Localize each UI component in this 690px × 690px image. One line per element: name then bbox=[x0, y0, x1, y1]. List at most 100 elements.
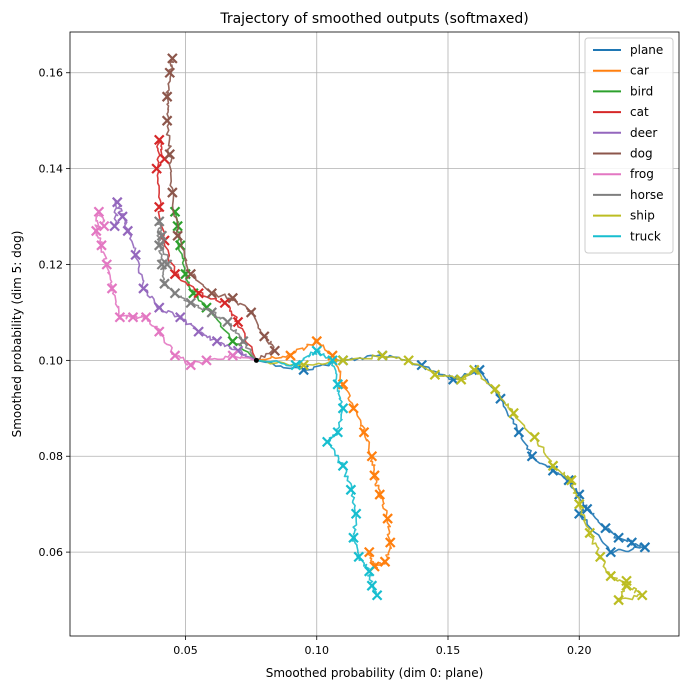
legend-label-dog: dog bbox=[630, 147, 653, 161]
point-marker-dog bbox=[245, 307, 257, 318]
series-frog bbox=[90, 206, 257, 371]
point-marker-dog bbox=[227, 292, 239, 304]
point-marker-truck bbox=[350, 508, 362, 520]
y-axis-ticks: 0.06 0.08 0.10 0.12 0.14 0.16 bbox=[39, 67, 70, 559]
x-tick-label: 0.10 bbox=[305, 644, 330, 657]
point-marker-ship bbox=[403, 355, 414, 366]
point-marker-frog bbox=[227, 350, 239, 361]
point-marker-frog bbox=[101, 259, 113, 270]
point-marker-plane bbox=[605, 546, 617, 558]
point-marker-frog bbox=[127, 311, 139, 323]
plot-area bbox=[70, 32, 679, 636]
point-marker-car bbox=[311, 335, 323, 347]
point-marker-horse bbox=[159, 278, 170, 289]
point-marker-horse bbox=[169, 287, 181, 299]
legend-label-ship: ship bbox=[630, 209, 655, 223]
point-marker-plane bbox=[626, 537, 638, 548]
point-marker-cat bbox=[193, 287, 204, 299]
point-marker-cat bbox=[169, 268, 181, 280]
series-deer bbox=[109, 196, 257, 362]
point-marker-car bbox=[363, 546, 375, 558]
y-tick-label: 0.16 bbox=[39, 67, 64, 80]
point-marker-ship bbox=[508, 407, 519, 419]
point-marker-plane bbox=[600, 522, 611, 534]
y-axis-label: Smoothed probability (dim 5: dog) bbox=[10, 231, 24, 438]
point-marker-plane bbox=[573, 489, 585, 500]
point-marker-ship bbox=[584, 527, 596, 539]
point-marker-ship bbox=[566, 474, 577, 486]
point-marker-horse bbox=[185, 297, 197, 309]
point-marker-dog bbox=[164, 67, 176, 79]
point-marker-car bbox=[374, 489, 386, 500]
point-marker-car bbox=[379, 556, 391, 567]
point-marker-ship bbox=[547, 460, 559, 472]
point-marker-cat bbox=[153, 201, 165, 213]
point-marker-ship bbox=[468, 364, 480, 376]
point-marker-dog bbox=[167, 187, 178, 198]
point-marker-frog bbox=[169, 350, 181, 361]
x-tick-label: 0.15 bbox=[436, 644, 461, 657]
legend-label-bird: bird bbox=[630, 84, 653, 98]
point-marker-ship bbox=[455, 374, 467, 385]
point-marker-truck bbox=[290, 359, 302, 371]
point-marker-frog bbox=[98, 220, 110, 232]
point-marker-dog bbox=[258, 331, 270, 342]
point-marker-frog bbox=[93, 206, 105, 218]
point-marker-car bbox=[382, 513, 393, 524]
point-marker-truck bbox=[353, 551, 365, 563]
x-tick-label: 0.20 bbox=[567, 644, 592, 657]
point-marker-frog bbox=[153, 326, 165, 337]
point-marker-plane bbox=[581, 503, 593, 515]
x-axis-ticks: 0.05 0.10 0.15 0.20 bbox=[173, 636, 592, 657]
series-horse bbox=[153, 216, 258, 361]
point-marker-car bbox=[384, 537, 396, 548]
point-marker-truck bbox=[337, 403, 349, 414]
point-marker-dog bbox=[185, 268, 197, 280]
point-marker-bird bbox=[169, 206, 181, 218]
point-marker-ship bbox=[594, 551, 606, 563]
point-marker-car bbox=[285, 350, 296, 361]
x-axis-label: Smoothed probability (dim 0: plane) bbox=[266, 666, 484, 680]
point-marker-truck bbox=[332, 426, 344, 438]
point-marker-horse bbox=[222, 316, 233, 328]
point-marker-frog bbox=[201, 355, 212, 366]
point-marker-bird bbox=[227, 335, 239, 347]
series-ship bbox=[256, 350, 648, 606]
point-marker-truck bbox=[345, 484, 357, 496]
chart-title: Trajectory of smoothed outputs (softmaxe… bbox=[219, 11, 528, 27]
point-marker-truck bbox=[337, 460, 349, 472]
series-layer bbox=[90, 53, 651, 606]
point-marker-ship bbox=[337, 355, 349, 366]
point-marker-horse bbox=[153, 216, 165, 227]
point-marker-plane bbox=[639, 542, 651, 553]
point-marker-deer bbox=[130, 249, 141, 261]
y-tick-label: 0.10 bbox=[39, 354, 64, 367]
point-marker-truck bbox=[371, 589, 383, 601]
point-marker-car bbox=[358, 426, 370, 438]
legend-label-car: car bbox=[630, 64, 649, 78]
point-marker-cat bbox=[153, 134, 165, 146]
y-tick-label: 0.14 bbox=[39, 163, 64, 176]
point-marker-truck bbox=[363, 566, 375, 577]
point-marker-cat bbox=[151, 163, 162, 174]
series-truck bbox=[256, 345, 383, 601]
point-marker-horse bbox=[237, 335, 249, 347]
legend-label-truck: truck bbox=[630, 229, 661, 243]
point-marker-plane bbox=[613, 532, 624, 544]
point-marker-horse bbox=[161, 259, 173, 270]
point-marker-ship bbox=[605, 570, 617, 582]
x-tick-label: 0.05 bbox=[173, 644, 198, 657]
point-marker-frog bbox=[114, 311, 126, 323]
legend-label-horse: horse bbox=[630, 188, 664, 202]
point-marker-frog bbox=[106, 283, 118, 294]
plot-frame bbox=[69, 31, 680, 637]
point-marker-horse bbox=[153, 240, 165, 251]
y-tick-label: 0.12 bbox=[39, 258, 64, 271]
legend-label-deer: deer bbox=[630, 126, 657, 140]
legend: plane car bird cat deer dog frog horse ship truck bbox=[584, 37, 674, 254]
point-marker-truck bbox=[321, 436, 333, 448]
point-marker-ship bbox=[429, 369, 441, 381]
legend-label-frog: frog bbox=[630, 167, 654, 181]
legend-label-cat: cat bbox=[630, 105, 649, 119]
